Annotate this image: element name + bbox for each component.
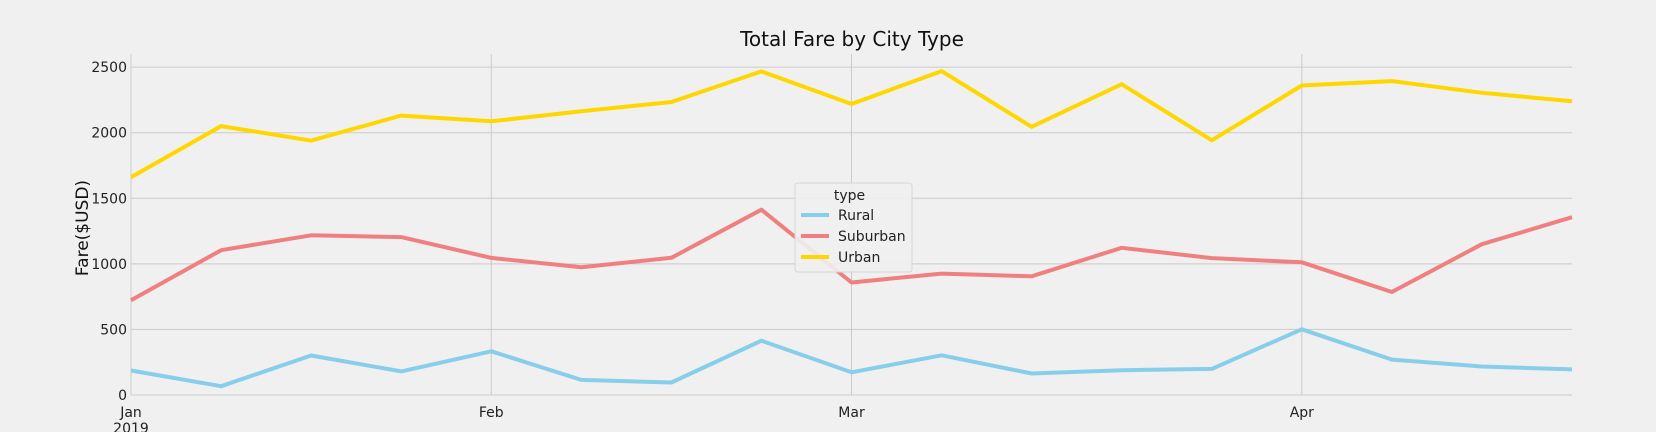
legend-label-suburban: Suburban xyxy=(838,229,906,245)
y-tick-label: 1000 xyxy=(91,257,127,273)
legend: type Rural Suburban Urban xyxy=(794,182,913,273)
series-lines xyxy=(130,69,1573,389)
y-tick-label: 2500 xyxy=(91,60,127,76)
chart-title: Total Fare by City Type xyxy=(739,27,964,51)
x-tick-label: Apr xyxy=(1290,405,1314,421)
y-tick-label: 2000 xyxy=(91,126,127,142)
y-tick-label: 500 xyxy=(100,322,127,338)
y-tick-label: 0 xyxy=(118,388,127,404)
x-tick-sublabel: 2019 xyxy=(113,421,149,432)
x-tick-label: Feb xyxy=(479,405,504,421)
series-line-urban xyxy=(130,69,1573,179)
legend-title: type xyxy=(834,188,865,204)
legend-label-rural: Rural xyxy=(838,208,874,224)
y-axis-label: Fare($USD) xyxy=(73,180,93,276)
legend-box xyxy=(794,182,913,273)
x-tick-label: Jan xyxy=(119,405,142,421)
x-tick-label: Mar xyxy=(838,405,865,421)
series-line-rural xyxy=(130,327,1573,389)
legend-label-urban: Urban xyxy=(838,250,880,266)
series-line-suburban xyxy=(130,207,1573,303)
y-tick-label: 1500 xyxy=(91,191,127,207)
